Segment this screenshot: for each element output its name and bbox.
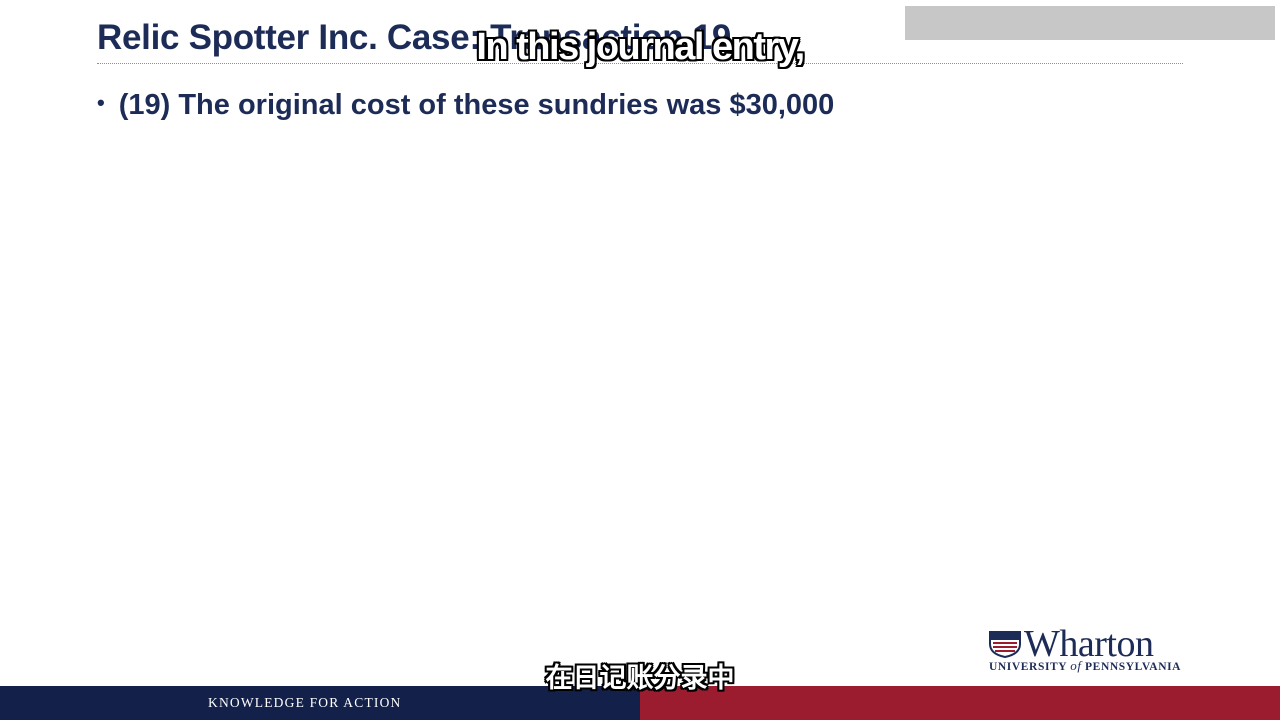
bullet-item: • (19) The original cost of these sundrie…	[97, 89, 834, 122]
bullet-dot: •	[97, 90, 105, 115]
subtitle-chinese: 在日记账分录中	[545, 663, 735, 694]
overlay-box	[905, 6, 1275, 40]
logo-wordmark: Wharton	[1024, 623, 1154, 665]
bullet-text: (19) The original cost of these sundries…	[118, 89, 835, 121]
title-divider	[97, 63, 1183, 64]
subtitle-english-text: In this journal entry,	[476, 26, 805, 68]
logo-university: UNIVERSITY of PENNSYLVANIA	[989, 658, 1182, 673]
footer-left-bar	[0, 686, 640, 720]
wharton-logo: Wharton UNIVERSITY of PENNSYLVANIA	[988, 623, 1193, 673]
slide-title: Relic Spotter Inc. Case: Transaction 19	[97, 18, 732, 57]
subtitle-english: In this journal entry,	[0, 26, 1280, 69]
footer-right-bar	[640, 686, 1280, 720]
footer-tagline: KNOWLEDGE FOR ACTION	[208, 695, 402, 710]
penn-shield-icon	[989, 631, 1021, 658]
